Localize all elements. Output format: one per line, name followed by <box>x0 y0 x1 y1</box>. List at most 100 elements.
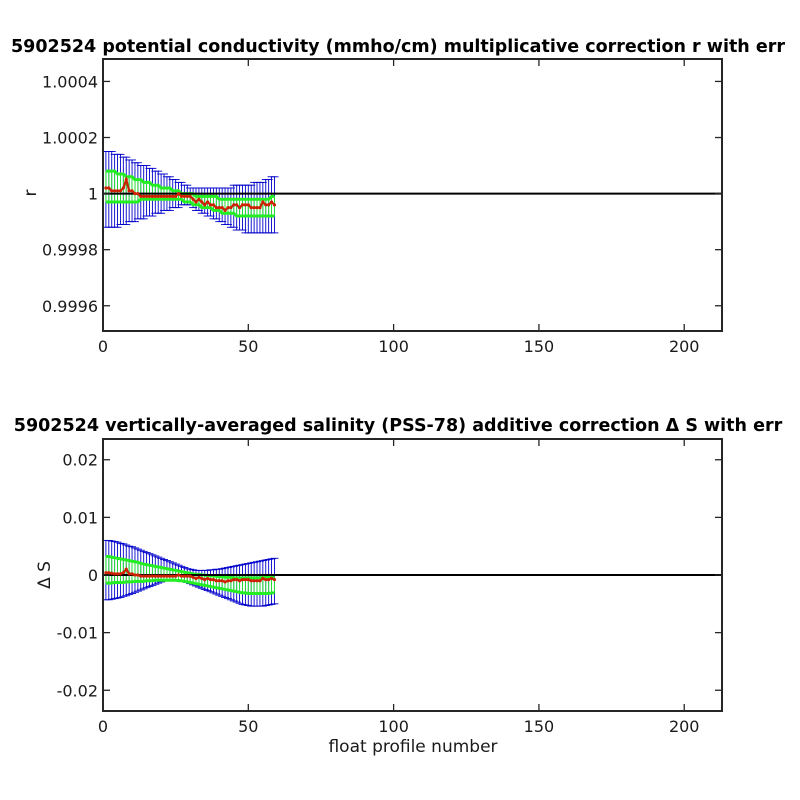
correction-point <box>113 189 117 193</box>
correction-point <box>174 574 178 578</box>
correction-point <box>150 194 155 199</box>
correction-point <box>232 203 236 207</box>
correction-point <box>176 191 181 196</box>
correction-point <box>165 574 169 578</box>
correction-point <box>214 206 218 210</box>
correction-point <box>124 567 128 571</box>
correction-point <box>165 194 169 199</box>
correction-point <box>197 197 201 201</box>
correction-point <box>217 206 221 210</box>
correction-point <box>182 574 186 578</box>
correction-point <box>261 576 265 581</box>
correction-point <box>107 186 111 190</box>
y-tick-label: 1.0002 <box>42 129 98 148</box>
correction-point <box>171 194 175 199</box>
y-tick-label: 0.01 <box>62 508 98 527</box>
correction-point <box>237 206 242 210</box>
correction-point <box>133 191 137 196</box>
correction-point <box>153 194 157 199</box>
correction-point <box>243 578 247 582</box>
correction-point <box>223 208 227 213</box>
correction-point <box>258 579 262 583</box>
correction-point <box>127 189 131 193</box>
x-tick-label: 0 <box>98 717 108 736</box>
correction-point <box>107 571 111 575</box>
correction-point <box>211 578 216 582</box>
x-tick-label: 50 <box>238 717 258 736</box>
correction-point <box>206 200 210 204</box>
correction-point <box>191 197 195 201</box>
correction-point <box>121 571 125 575</box>
y-tick-label: 0 <box>88 566 98 585</box>
correction-point <box>264 203 268 207</box>
correction-point <box>156 194 160 199</box>
axes-frame <box>102 58 723 332</box>
correction-point <box>235 578 239 582</box>
correction-point <box>118 189 123 193</box>
correction-point <box>200 200 204 204</box>
correction-point <box>168 574 172 578</box>
correction-point <box>232 578 236 582</box>
correction-point <box>226 579 230 583</box>
correction-point <box>142 194 146 199</box>
correction-point <box>104 571 108 575</box>
y-tick-label: 0.02 <box>62 451 98 470</box>
correction-point <box>203 578 207 582</box>
correction-point <box>220 579 224 583</box>
correction-point <box>144 194 149 199</box>
correction-point <box>139 194 143 199</box>
correction-point <box>194 576 198 581</box>
correction-point <box>159 194 163 199</box>
x-tick-label: 0 <box>98 337 108 356</box>
correction-point <box>147 574 152 578</box>
correction-point <box>214 579 218 583</box>
x-tick-label: 200 <box>669 717 700 736</box>
correction-point <box>258 206 262 210</box>
x-tick-label: 150 <box>524 337 555 356</box>
correction-point <box>249 579 253 583</box>
correction-point <box>156 574 160 578</box>
correction-point <box>237 579 242 583</box>
correction-point <box>136 191 140 196</box>
y-axis-label: Δ S <box>35 561 55 589</box>
correction-point <box>153 574 157 578</box>
correction-point <box>240 203 245 207</box>
correction-point <box>246 578 250 582</box>
upper-error-envelope-line <box>105 555 275 580</box>
y-axis-label: r <box>21 190 41 197</box>
correction-point <box>130 189 134 193</box>
correction-point <box>200 576 204 581</box>
y-tick-label: 0.9996 <box>42 297 98 316</box>
correction-point <box>206 576 210 581</box>
correction-point <box>104 186 108 190</box>
correction-point <box>264 578 268 582</box>
correction-point <box>130 572 134 576</box>
correction-point <box>235 203 239 207</box>
y-tick-label: 0.9998 <box>42 241 98 260</box>
correction-point <box>136 573 140 577</box>
correction-point <box>185 574 189 578</box>
correction-point <box>133 573 137 577</box>
y-tick-label: -0.02 <box>57 681 98 700</box>
y-tick-label: -0.01 <box>57 624 98 643</box>
x-tick-label: 100 <box>378 717 409 736</box>
correction-point <box>269 576 274 581</box>
correction-point <box>127 572 131 576</box>
correction-point <box>255 206 259 210</box>
correction-point <box>208 578 213 582</box>
x-tick-label: 50 <box>238 337 258 356</box>
correction-point <box>115 189 120 193</box>
correction-point <box>203 203 207 207</box>
salinity-correction-panel: 5902524 vertically-averaged salinity (PS… <box>14 416 783 757</box>
correction-point <box>249 206 253 210</box>
correction-point <box>179 194 184 199</box>
correction-point <box>147 194 152 199</box>
conductivity-correction-panel: 5902524 potential conductivity (mmho/cm)… <box>11 37 785 356</box>
correction-point <box>223 580 227 584</box>
correction-point <box>182 194 186 199</box>
correction-point <box>272 578 277 582</box>
panel-title: 5902524 vertically-averaged salinity (PS… <box>14 416 783 436</box>
correction-point <box>229 206 233 210</box>
correction-point <box>185 194 189 199</box>
